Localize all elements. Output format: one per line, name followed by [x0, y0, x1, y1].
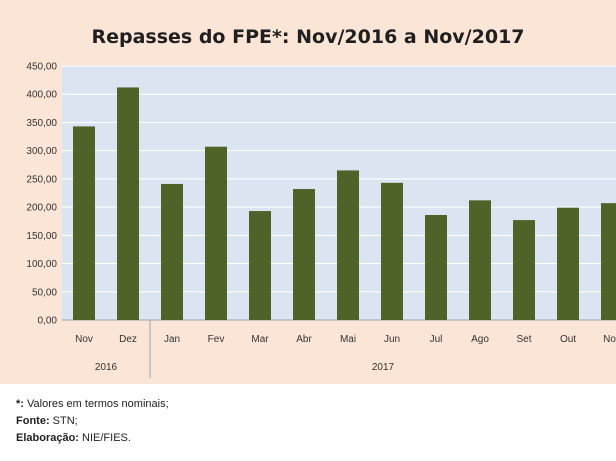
bar — [117, 87, 139, 321]
x-tick-label: Jan — [164, 334, 180, 345]
x-tick-label: Jul — [430, 334, 443, 345]
footnote-nominal: *: Valores em termos nominais; — [16, 396, 169, 413]
footnote-key: Elaboração: — [16, 432, 79, 444]
footnote-key: *: — [16, 398, 24, 410]
footnote-source: Fonte: STN; — [16, 413, 169, 430]
x-tick-label: Jun — [384, 334, 400, 345]
x-tick-label: Out — [560, 334, 576, 345]
y-tick-label: 300,00 — [26, 146, 57, 157]
y-tick-label: 250,00 — [26, 174, 57, 185]
bar — [425, 215, 447, 320]
bar — [469, 200, 491, 320]
chart-title: Repasses do FPE*: Nov/2016 a Nov/2017 — [91, 26, 525, 48]
footnote-text: STN; — [49, 415, 78, 427]
footnote-text: NIE/FIES. — [78, 432, 131, 444]
bar — [381, 182, 403, 320]
bar — [249, 211, 271, 320]
y-tick-label: 50,00 — [32, 287, 57, 298]
footnote-text: Valores em termos nominais; — [23, 398, 169, 410]
x-tick-label: Abr — [296, 334, 312, 345]
bar — [337, 170, 359, 320]
x-tick-label: Nov — [75, 334, 93, 345]
x-tick-label: Nov — [603, 334, 616, 345]
bar — [513, 220, 535, 320]
footnotes: *: Valores em termos nominais; Fonte: ST… — [16, 396, 169, 447]
x-tick-label: Ago — [471, 334, 489, 345]
y-tick-label: 450,00 — [26, 62, 57, 73]
y-tick-label: 100,00 — [26, 259, 57, 270]
y-tick-label: 400,00 — [26, 90, 57, 101]
footnote-author: Elaboração: NIE/FIES. — [16, 430, 169, 447]
x-tick-label: Mai — [340, 334, 356, 345]
x-tick-label: Mar — [251, 334, 269, 345]
bar — [161, 183, 183, 320]
footnote-key: Fonte: — [16, 415, 50, 427]
y-tick-label: 200,00 — [26, 203, 57, 214]
bar — [73, 126, 95, 320]
bar — [293, 189, 315, 320]
x-tick-label: Fev — [208, 334, 225, 345]
y-tick-label: 350,00 — [26, 118, 57, 129]
bar-chart: 0,00 50,00 100,00 150,00 200,00 250,00 300,00 3… — [26, 62, 616, 378]
bar — [205, 146, 227, 320]
bar — [557, 207, 579, 320]
x-group-label: 2017 — [372, 362, 395, 373]
y-tick-label: 150,00 — [26, 231, 57, 242]
x-group-label: 2016 — [95, 362, 118, 373]
bar — [601, 203, 616, 320]
y-tick-label: 0,00 — [38, 316, 58, 327]
x-tick-label: Dez — [119, 334, 137, 345]
x-tick-label: Set — [516, 334, 531, 345]
